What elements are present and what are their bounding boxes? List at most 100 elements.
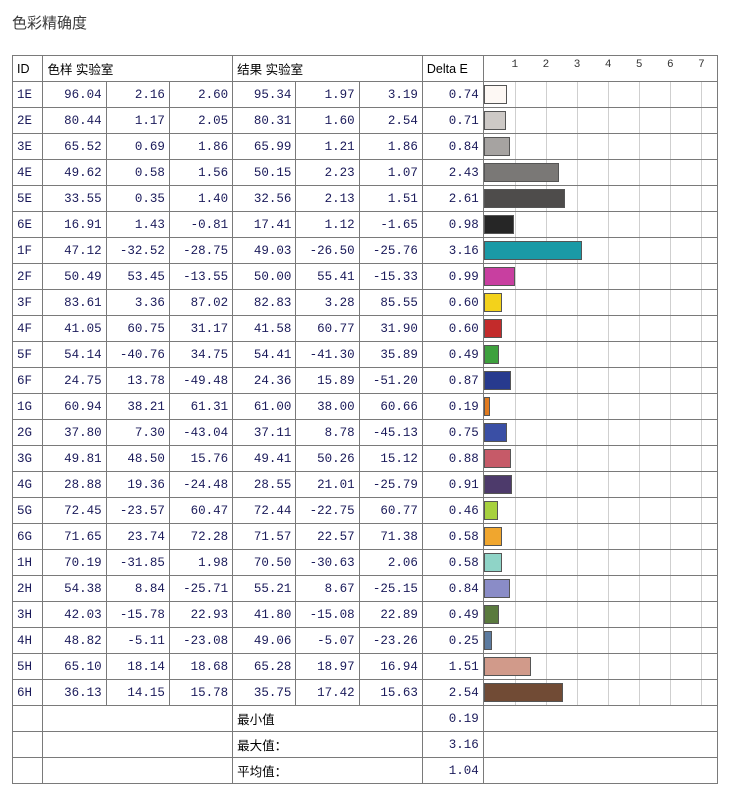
cell-sample-a: 13.78: [106, 368, 169, 394]
cell-result-b: 35.89: [359, 342, 422, 368]
cell-result-a: 1.12: [296, 212, 359, 238]
table-row: 3E65.520.691.8665.991.211.860.84: [13, 134, 718, 160]
cell-result-b: 2.06: [359, 550, 422, 576]
cell-delta: 0.88: [422, 446, 483, 472]
cell-delta: 0.58: [422, 524, 483, 550]
cell-delta: 0.99: [422, 264, 483, 290]
cell-result-a: 50.26: [296, 446, 359, 472]
cell-sample-b: 72.28: [169, 524, 232, 550]
cell-result-l: 28.55: [233, 472, 296, 498]
table-row: 3F83.613.3687.0282.833.2885.550.60: [13, 290, 718, 316]
cell-result-b: 71.38: [359, 524, 422, 550]
chart-cell: [483, 472, 717, 498]
cell-delta: 0.87: [422, 368, 483, 394]
cell-sample-a: 1.43: [106, 212, 169, 238]
cell-sample-a: 60.75: [106, 316, 169, 342]
cell-result-a: 22.57: [296, 524, 359, 550]
cell-sample-a: -23.57: [106, 498, 169, 524]
cell-sample-b: 2.05: [169, 108, 232, 134]
cell-result-l: 17.41: [233, 212, 296, 238]
table-row: 3G49.8148.5015.7649.4150.2615.120.88: [13, 446, 718, 472]
summary-row: 平均值：1.04: [13, 758, 718, 784]
cell-sample-b: 1.86: [169, 134, 232, 160]
chart-cell: [483, 680, 717, 706]
cell-sample-l: 70.19: [43, 550, 106, 576]
delta-bar: [484, 137, 510, 156]
cell-result-a: 15.89: [296, 368, 359, 394]
empty-cell: [13, 758, 43, 784]
delta-bar: [484, 189, 565, 208]
axis-tick: 6: [667, 59, 674, 71]
table-header-row: ID 色样 实验室 结果 实验室 Delta E 1234567: [13, 56, 718, 82]
cell-sample-l: 83.61: [43, 290, 106, 316]
cell-delta: 0.74: [422, 82, 483, 108]
table-row: 5G72.45-23.5760.4772.44-22.7560.770.46: [13, 498, 718, 524]
chart-cell: [483, 602, 717, 628]
cell-result-l: 80.31: [233, 108, 296, 134]
cell-id: 2H: [13, 576, 43, 602]
cell-id: 5E: [13, 186, 43, 212]
delta-bar: [484, 397, 490, 416]
cell-id: 4E: [13, 160, 43, 186]
delta-bar: [484, 579, 510, 598]
cell-delta: 0.98: [422, 212, 483, 238]
page-title: 色彩精确度: [12, 12, 718, 33]
cell-delta: 0.49: [422, 342, 483, 368]
delta-bar: [484, 553, 502, 572]
table-row: 4E49.620.581.5650.152.231.072.43: [13, 160, 718, 186]
cell-delta: 0.46: [422, 498, 483, 524]
cell-result-l: 71.57: [233, 524, 296, 550]
table-row: 2F50.4953.45-13.5550.0055.41-15.330.99: [13, 264, 718, 290]
table-row: 4H48.82-5.11-23.0849.06-5.07-23.260.25: [13, 628, 718, 654]
summary-value: 0.19: [422, 706, 483, 732]
cell-sample-b: 2.60: [169, 82, 232, 108]
cell-result-a: 1.97: [296, 82, 359, 108]
table-row: 3H42.03-15.7822.9341.80-15.0822.890.49: [13, 602, 718, 628]
cell-id: 1F: [13, 238, 43, 264]
delta-bar: [484, 605, 499, 624]
cell-sample-a: 1.17: [106, 108, 169, 134]
summary-label: 最小值: [233, 706, 423, 732]
chart-cell: [483, 108, 717, 134]
chart-cell: [483, 264, 717, 290]
col-delta: Delta E: [422, 56, 483, 82]
delta-bar: [484, 215, 514, 234]
cell-result-a: -26.50: [296, 238, 359, 264]
cell-sample-b: 1.40: [169, 186, 232, 212]
cell-id: 6E: [13, 212, 43, 238]
cell-result-l: 65.28: [233, 654, 296, 680]
cell-result-b: 60.66: [359, 394, 422, 420]
cell-sample-l: 65.52: [43, 134, 106, 160]
cell-result-a: 2.23: [296, 160, 359, 186]
cell-result-a: 17.42: [296, 680, 359, 706]
cell-sample-b: -28.75: [169, 238, 232, 264]
cell-sample-b: 61.31: [169, 394, 232, 420]
cell-sample-l: 42.03: [43, 602, 106, 628]
cell-result-a: 8.67: [296, 576, 359, 602]
col-sample-lab: 色样 实验室: [43, 56, 233, 82]
table-row: 6H36.1314.1515.7835.7517.4215.632.54: [13, 680, 718, 706]
chart-cell: [483, 134, 717, 160]
cell-result-b: 31.90: [359, 316, 422, 342]
cell-delta: 0.71: [422, 108, 483, 134]
chart-cell: [483, 446, 717, 472]
cell-result-b: 2.54: [359, 108, 422, 134]
cell-result-b: 15.12: [359, 446, 422, 472]
table-row: 6F24.7513.78-49.4824.3615.89-51.200.87: [13, 368, 718, 394]
cell-sample-l: 54.14: [43, 342, 106, 368]
delta-bar: [484, 319, 503, 338]
cell-delta: 0.84: [422, 134, 483, 160]
cell-result-a: 2.13: [296, 186, 359, 212]
cell-result-b: -15.33: [359, 264, 422, 290]
cell-sample-b: 18.68: [169, 654, 232, 680]
cell-id: 4G: [13, 472, 43, 498]
cell-sample-b: 31.17: [169, 316, 232, 342]
cell-result-a: -22.75: [296, 498, 359, 524]
cell-id: 1H: [13, 550, 43, 576]
chart-cell: [483, 654, 717, 680]
chart-blank: [483, 758, 717, 784]
cell-result-a: 55.41: [296, 264, 359, 290]
cell-delta: 2.54: [422, 680, 483, 706]
cell-id: 2G: [13, 420, 43, 446]
cell-result-l: 37.11: [233, 420, 296, 446]
